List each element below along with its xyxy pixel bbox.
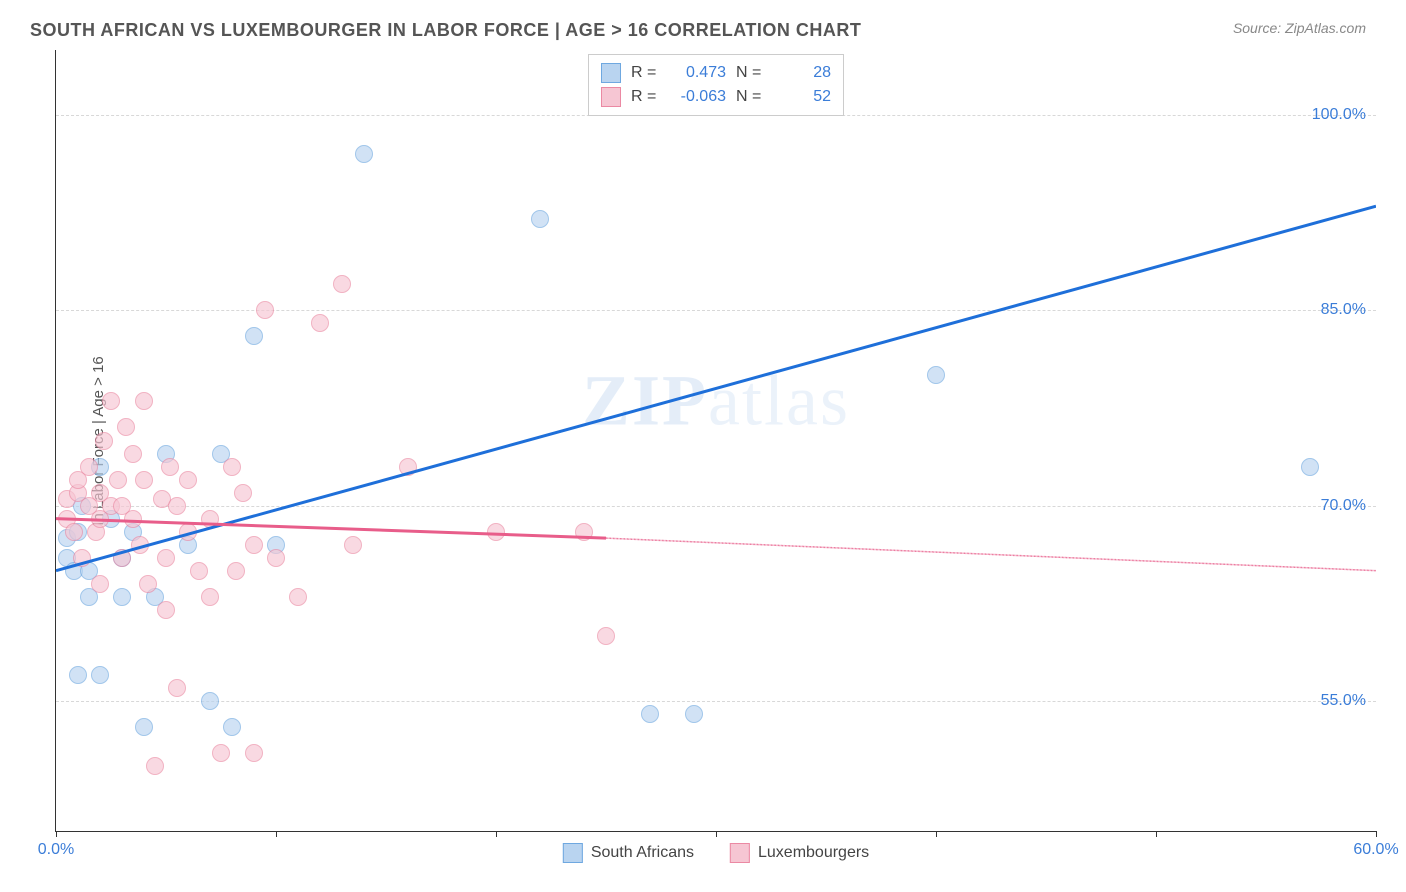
x-tick [276, 831, 277, 837]
r-label: R = [631, 64, 661, 82]
data-point [344, 536, 362, 554]
data-point [131, 536, 149, 554]
data-point [234, 484, 252, 502]
data-point [201, 692, 219, 710]
data-point [223, 458, 241, 476]
legend-item: Luxembourgers [730, 843, 869, 863]
data-point [157, 549, 175, 567]
data-point [685, 705, 703, 723]
data-point [399, 458, 417, 476]
data-point [161, 458, 179, 476]
data-point [355, 145, 373, 163]
data-point [117, 418, 135, 436]
data-point [102, 392, 120, 410]
data-point [109, 471, 127, 489]
data-point [245, 744, 263, 762]
legend-swatch [730, 843, 750, 863]
n-label: N = [736, 88, 766, 106]
legend-row: R = -0.063 N = 52 [601, 85, 831, 109]
x-tick [1156, 831, 1157, 837]
legend-label: South Africans [591, 844, 694, 862]
data-point [245, 327, 263, 345]
data-point [927, 366, 945, 384]
source-label: Source: ZipAtlas.com [1233, 20, 1366, 36]
data-point [157, 601, 175, 619]
legend-swatch [563, 843, 583, 863]
data-point [641, 705, 659, 723]
data-point [113, 588, 131, 606]
data-point [212, 744, 230, 762]
data-point [227, 562, 245, 580]
data-point [168, 497, 186, 515]
data-point [168, 679, 186, 697]
data-point [289, 588, 307, 606]
data-point [69, 666, 87, 684]
r-label: R = [631, 88, 661, 106]
x-tick-label: 0.0% [38, 841, 74, 859]
data-point [65, 523, 83, 541]
data-point [95, 432, 113, 450]
data-point [179, 523, 197, 541]
data-point [146, 757, 164, 775]
data-point [333, 275, 351, 293]
data-point [124, 510, 142, 528]
data-point [135, 392, 153, 410]
y-tick-label: 85.0% [1321, 301, 1366, 319]
legend-row: R = 0.473 N = 28 [601, 61, 831, 85]
data-point [531, 210, 549, 228]
n-value: 28 [776, 64, 831, 82]
data-point [91, 666, 109, 684]
x-tick [496, 831, 497, 837]
data-point [135, 718, 153, 736]
x-tick [56, 831, 57, 837]
legend-label: Luxembourgers [758, 844, 869, 862]
data-point [139, 575, 157, 593]
r-value: -0.063 [671, 88, 726, 106]
gridline [56, 701, 1376, 702]
data-point [267, 549, 285, 567]
data-point [135, 471, 153, 489]
data-point [91, 575, 109, 593]
data-point [201, 510, 219, 528]
data-point [201, 588, 219, 606]
x-tick [1376, 831, 1377, 837]
x-tick [716, 831, 717, 837]
data-point [190, 562, 208, 580]
data-point [575, 523, 593, 541]
correlation-legend: R = 0.473 N = 28 R = -0.063 N = 52 [588, 54, 844, 116]
series-legend: South Africans Luxembourgers [563, 843, 869, 863]
data-point [73, 549, 91, 567]
data-point [179, 471, 197, 489]
y-tick-label: 70.0% [1321, 497, 1366, 515]
gridline [56, 506, 1376, 507]
r-value: 0.473 [671, 64, 726, 82]
y-tick-label: 55.0% [1321, 692, 1366, 710]
n-label: N = [736, 64, 766, 82]
data-point [1301, 458, 1319, 476]
data-point [256, 301, 274, 319]
data-point [311, 314, 329, 332]
legend-item: South Africans [563, 843, 694, 863]
data-point [597, 627, 615, 645]
chart-plot-area: In Labor Force | Age > 16 ZIPatlas 55.0%… [55, 50, 1376, 832]
chart-title: SOUTH AFRICAN VS LUXEMBOURGER IN LABOR F… [30, 20, 1376, 41]
data-point [245, 536, 263, 554]
data-point [223, 718, 241, 736]
x-tick [936, 831, 937, 837]
y-tick-label: 100.0% [1312, 106, 1366, 124]
data-point [124, 445, 142, 463]
gridline [56, 310, 1376, 311]
legend-swatch [601, 87, 621, 107]
data-point [487, 523, 505, 541]
data-point [113, 549, 131, 567]
x-tick-label: 60.0% [1353, 841, 1398, 859]
n-value: 52 [776, 88, 831, 106]
legend-swatch [601, 63, 621, 83]
data-point [80, 458, 98, 476]
